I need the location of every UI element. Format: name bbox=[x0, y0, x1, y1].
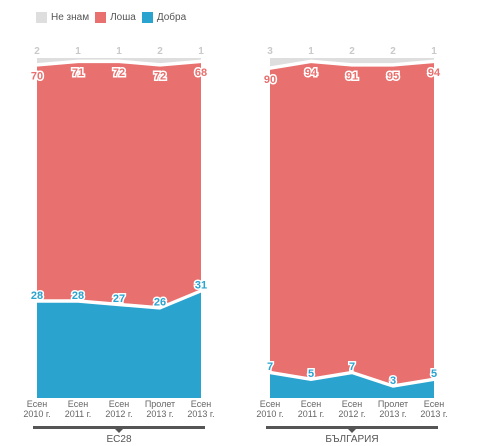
legend: Не знам Лоша Добра bbox=[36, 8, 192, 26]
data-label: 1 bbox=[116, 46, 122, 57]
legend-item: Не знам bbox=[36, 11, 90, 23]
data-label: 2 bbox=[34, 46, 40, 57]
data-label: 70 bbox=[31, 71, 43, 83]
data-label: 7 bbox=[349, 361, 355, 373]
data-label: 2 bbox=[157, 46, 163, 57]
legend-swatch bbox=[95, 11, 107, 23]
data-label: 71 bbox=[72, 67, 84, 79]
tick-label: Есен 2012 г. bbox=[105, 399, 132, 419]
data-label: 68 bbox=[195, 67, 207, 79]
tick-label: Есен 2011 г. bbox=[298, 399, 325, 419]
legend-label: Лоша bbox=[110, 11, 136, 23]
data-label: 26 bbox=[154, 297, 166, 309]
tick-label: Есен 2010 г. bbox=[23, 399, 50, 419]
data-label: 94 bbox=[428, 67, 441, 79]
data-label: 5 bbox=[431, 368, 437, 380]
data-label: 1 bbox=[198, 46, 204, 57]
data-label: 95 bbox=[387, 71, 399, 83]
data-label: 3 bbox=[390, 375, 396, 387]
area-dont-know bbox=[270, 58, 434, 67]
data-label: 72 bbox=[154, 71, 166, 83]
axis-marker bbox=[348, 429, 356, 433]
axis-line bbox=[33, 426, 205, 429]
data-label: 2 bbox=[390, 46, 396, 57]
legend-swatch bbox=[141, 11, 153, 23]
axis-line bbox=[266, 426, 438, 429]
axis-marker bbox=[115, 429, 123, 433]
tick-label: Есен 2010 г. bbox=[256, 399, 283, 419]
tick-label: Пролет 2013 г. bbox=[145, 399, 175, 419]
tick-label: Пролет 2013 г. bbox=[378, 399, 408, 419]
data-label: 31 bbox=[195, 280, 207, 292]
area-bad bbox=[37, 63, 201, 307]
legend-label: Добра bbox=[156, 11, 187, 23]
legend-item: Лоша bbox=[95, 11, 136, 23]
data-label: 3 bbox=[267, 46, 273, 57]
data-label: 90 bbox=[264, 74, 276, 86]
data-label: 72 bbox=[113, 67, 125, 79]
area-dont-know bbox=[37, 58, 201, 64]
area-good bbox=[37, 292, 201, 398]
data-label: 94 bbox=[305, 67, 318, 79]
data-label: 28 bbox=[31, 290, 43, 302]
panel-title: ЕС28 bbox=[106, 434, 131, 445]
data-label: 1 bbox=[75, 46, 81, 57]
tick-label: Есен 2013 г. bbox=[187, 399, 214, 419]
data-label: 7 bbox=[267, 361, 273, 373]
data-label: 1 bbox=[308, 46, 314, 57]
tick-label: Есен 2013 г. bbox=[420, 399, 447, 419]
data-label: 28 bbox=[72, 290, 84, 302]
tick-label: Есен 2012 г. bbox=[338, 399, 365, 419]
panel-title: БЪЛГАРИЯ bbox=[325, 434, 378, 445]
data-label: 1 bbox=[431, 46, 437, 57]
data-label: 5 bbox=[308, 368, 314, 380]
area-good bbox=[270, 374, 434, 398]
tick-label: Есен 2011 г. bbox=[65, 399, 92, 419]
data-label: 91 bbox=[346, 71, 358, 83]
legend-label: Не знам bbox=[51, 11, 90, 23]
data-label: 2 bbox=[349, 46, 355, 57]
area-bad bbox=[270, 63, 434, 385]
legend-item: Добра bbox=[141, 11, 187, 23]
data-label: 27 bbox=[113, 293, 125, 305]
legend-swatch bbox=[36, 11, 47, 23]
